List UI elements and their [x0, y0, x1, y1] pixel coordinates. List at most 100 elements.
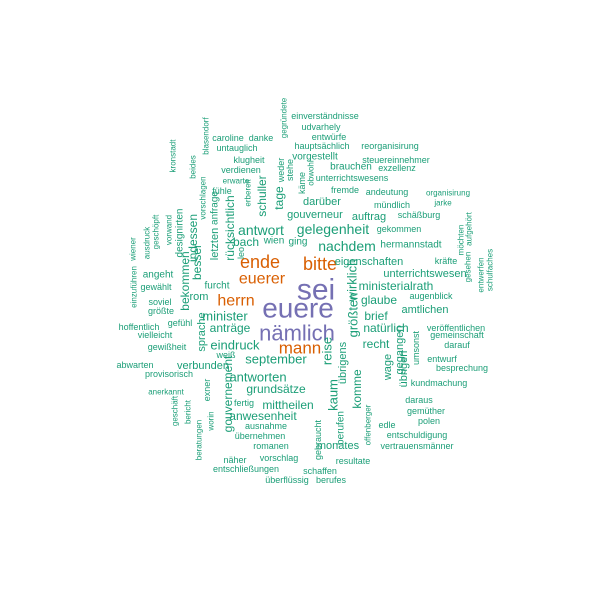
word-108: umsonst — [411, 330, 421, 365]
word-62: ging — [289, 237, 308, 248]
word-93: anträge — [210, 321, 251, 335]
word-57: ausdruck — [143, 226, 152, 259]
word-142: offenberger — [364, 404, 373, 445]
word-1: euere — [262, 293, 334, 324]
word-15: hauptsächlich — [294, 141, 349, 151]
word-124: mittheilen — [262, 398, 313, 412]
word-70: angeht — [143, 270, 174, 281]
word-30: stehe — [285, 159, 295, 181]
word-50: designirten — [175, 209, 186, 258]
word-81: rom — [190, 291, 209, 303]
word-4: ende — [240, 252, 280, 272]
word-109: besprechung — [436, 363, 488, 373]
word-92: gefühl — [168, 318, 193, 328]
word-112: übrigens — [337, 341, 349, 384]
word-120: komme — [350, 369, 364, 409]
word-145: resultate — [336, 456, 371, 466]
word-9: einverständnisse — [291, 111, 359, 121]
word-40: darüber — [303, 196, 341, 208]
word-107: september — [245, 352, 307, 367]
word-25: exzellenz — [378, 163, 416, 173]
word-24: brauchen — [330, 162, 372, 173]
word-26: beides — [189, 155, 198, 179]
word-113: kundmachung — [411, 378, 468, 388]
word-32: fühle — [212, 186, 232, 196]
word-10: udvarhely — [301, 122, 341, 132]
word-18: blasendorf — [202, 117, 211, 155]
word-76: furcht — [204, 281, 229, 292]
word-101: sprache — [196, 312, 208, 351]
word-67: besser — [190, 244, 204, 280]
word-37: vorschlagen — [199, 176, 208, 219]
word-56: aufgehört — [465, 211, 474, 246]
word-96: natürlich — [363, 321, 408, 335]
word-6: euerer — [239, 271, 286, 288]
word-130: polen — [418, 416, 440, 426]
word-133: edle — [378, 420, 395, 430]
word-148: überflüssig — [265, 475, 309, 485]
word-129: anwesenheit — [229, 409, 297, 423]
word-123: fertig — [234, 398, 254, 408]
word-55: gekommen — [377, 224, 422, 234]
word-122: exner — [202, 379, 212, 402]
word-48: vorwand — [165, 215, 174, 245]
word-126: geschäft — [171, 395, 180, 426]
word-99: recht — [363, 337, 390, 351]
word-143: näher — [223, 455, 246, 465]
word-144: vorschlag — [260, 453, 299, 463]
word-121: gouvernement — [221, 355, 235, 432]
word-38: schuller — [255, 175, 269, 216]
word-3: nämlich — [259, 321, 335, 346]
word-53: antwort — [238, 222, 284, 238]
word-65: möchten — [457, 225, 466, 256]
word-77: ministerialrath — [359, 279, 434, 293]
word-11: entwürfe — [312, 132, 347, 142]
word-13: caroline — [212, 133, 244, 143]
word-95: darauf — [444, 340, 470, 350]
word-34: fremde — [331, 185, 359, 195]
word-103: gegangen — [394, 326, 406, 375]
word-110: provisorisch — [145, 369, 193, 379]
word-28: unterrichtswesens — [316, 173, 389, 183]
word-64: hermannstadt — [380, 240, 441, 251]
word-98: eindruck — [210, 338, 260, 353]
word-106: verbunden — [177, 360, 229, 372]
word-119: kaum — [326, 379, 341, 411]
word-86: amtlichen — [401, 304, 448, 316]
word-104: entwurf — [427, 354, 457, 364]
word-5: bitte — [303, 254, 337, 274]
word-23: verdienen — [221, 165, 261, 175]
word-59: letzten — [209, 228, 221, 260]
word-91: hoffentlich — [119, 322, 160, 332]
word-132: ausnahme — [245, 421, 287, 431]
word-137: berufen — [336, 411, 347, 445]
word-36: organisirung — [426, 189, 470, 198]
word-39: tage — [272, 186, 286, 210]
word-73: einzuführen — [130, 266, 139, 308]
word-114: antworten — [229, 370, 286, 385]
word-85: größte — [148, 306, 174, 316]
word-78: entwerfen — [477, 257, 486, 292]
word-128: gemüther — [407, 406, 445, 416]
word-2: sei — [297, 274, 335, 307]
word-49: geschöpft — [152, 214, 161, 249]
word-135: beratungen — [195, 420, 204, 460]
word-134: entschuldigung — [387, 430, 448, 440]
word-90: gemeinschaft — [430, 330, 484, 340]
word-105: abwarten — [116, 360, 153, 370]
word-83: augenblick — [409, 291, 453, 301]
word-46: auftrag — [352, 211, 386, 223]
word-118: grundsätze — [246, 382, 306, 396]
word-71: unterrichtswesen — [383, 268, 466, 280]
word-52: rücksichtlich — [223, 195, 237, 260]
word-14: danke — [249, 133, 274, 143]
word-116: wage — [382, 354, 394, 381]
word-43: anfrage — [210, 191, 221, 225]
word-138: romanen — [253, 441, 289, 451]
word-41: mündlich — [374, 200, 410, 210]
word-35: andeutung — [366, 187, 409, 197]
word-8: mann — [279, 339, 322, 358]
word-58: wiener — [129, 237, 138, 262]
